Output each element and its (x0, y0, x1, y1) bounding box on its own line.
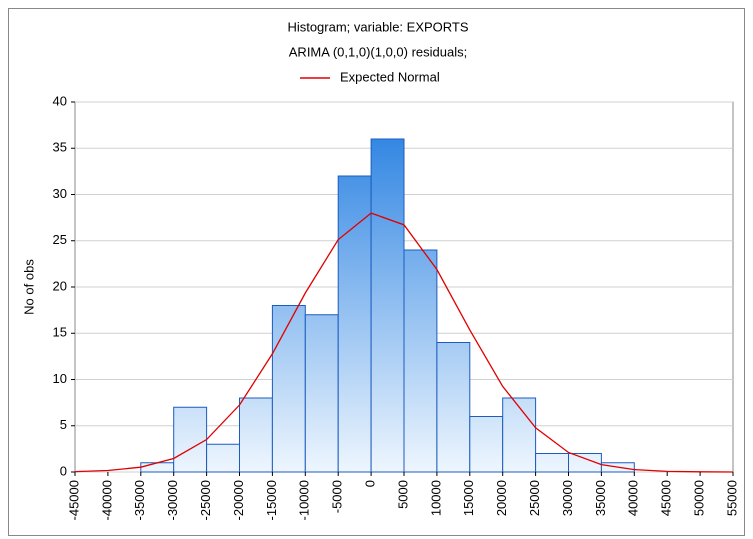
x-tick-label: -35000 (132, 480, 147, 520)
y-tick-label: 35 (53, 140, 67, 155)
bar (502, 397, 537, 473)
bar (239, 397, 273, 473)
x-tick-label: 20000 (494, 480, 509, 516)
x-tick-label: -10000 (297, 480, 312, 520)
x-tick-label: 40000 (626, 480, 641, 516)
x-tick-label: -5000 (330, 480, 345, 513)
x-tick-label: 30000 (560, 480, 575, 516)
y-axis-label: No of obs (21, 259, 36, 315)
x-tick-label: -15000 (264, 480, 279, 520)
x-tick-label: 50000 (692, 480, 707, 516)
y-tick-label: 10 (53, 371, 67, 386)
y-tick-label: 5 (60, 417, 67, 432)
chart-title: Histogram; variable: EXPORTS (287, 19, 468, 34)
x-tick-label: 45000 (659, 480, 674, 516)
x-tick-label: -20000 (231, 480, 246, 520)
x-tick-label: 0 (363, 480, 378, 487)
x-tick-label: 15000 (461, 480, 476, 516)
y-tick-label: 30 (53, 186, 67, 201)
y-tick-label: 15 (53, 325, 67, 340)
x-tick-label: -25000 (198, 480, 213, 520)
x-tick-label: 10000 (428, 480, 443, 516)
x-tick-label: -40000 (99, 480, 114, 520)
bar (469, 416, 504, 473)
x-tick-label: -45000 (66, 480, 81, 520)
y-tick-label: 25 (53, 232, 67, 247)
bar (304, 314, 339, 473)
bar (370, 138, 405, 473)
x-tick-label: 5000 (395, 480, 410, 509)
bar (535, 453, 569, 473)
bar (403, 249, 438, 473)
bar (271, 305, 306, 473)
bar (206, 443, 241, 473)
y-tick-label: 0 (60, 463, 67, 478)
bar (337, 175, 372, 473)
y-tick-label: 40 (53, 93, 67, 108)
bar (173, 406, 208, 473)
bar (436, 342, 471, 473)
chart-subtitle: ARIMA (0,1,0)(1,0,0) residuals; (289, 44, 467, 59)
x-tick-label: 55000 (724, 480, 739, 516)
x-tick-label: -30000 (165, 480, 180, 520)
legend-label: Expected Normal (340, 69, 440, 84)
x-tick-label: 25000 (527, 480, 542, 516)
x-tick-label: 35000 (593, 480, 608, 516)
normal-curve (74, 212, 734, 473)
bar (140, 462, 175, 473)
y-tick-label: 20 (53, 278, 67, 293)
